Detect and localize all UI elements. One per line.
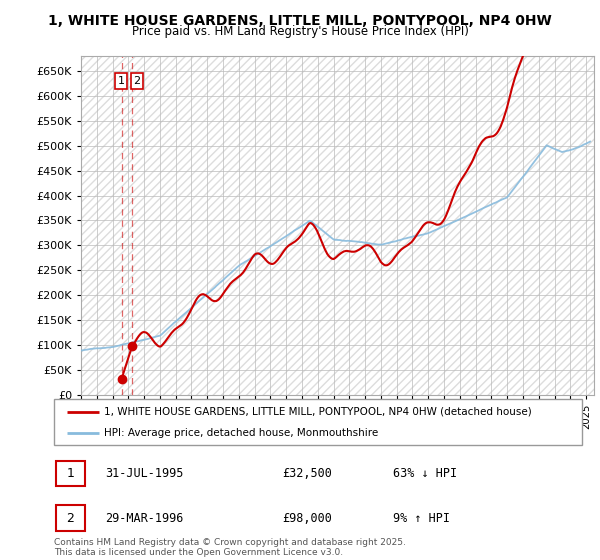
Text: £98,000: £98,000 bbox=[282, 511, 332, 525]
Text: 9% ↑ HPI: 9% ↑ HPI bbox=[393, 511, 450, 525]
Text: £32,500: £32,500 bbox=[282, 466, 332, 480]
Text: 2: 2 bbox=[67, 511, 74, 525]
Text: 1: 1 bbox=[118, 76, 124, 86]
Text: 63% ↓ HPI: 63% ↓ HPI bbox=[393, 466, 457, 480]
FancyBboxPatch shape bbox=[56, 460, 85, 486]
FancyBboxPatch shape bbox=[56, 505, 85, 531]
Text: 1: 1 bbox=[67, 466, 74, 480]
Text: Price paid vs. HM Land Registry's House Price Index (HPI): Price paid vs. HM Land Registry's House … bbox=[131, 25, 469, 38]
FancyBboxPatch shape bbox=[54, 399, 582, 445]
Text: 31-JUL-1995: 31-JUL-1995 bbox=[105, 466, 184, 480]
Text: 2: 2 bbox=[133, 76, 140, 86]
Text: 1, WHITE HOUSE GARDENS, LITTLE MILL, PONTYPOOL, NP4 0HW (detached house): 1, WHITE HOUSE GARDENS, LITTLE MILL, PON… bbox=[104, 407, 532, 417]
Text: 29-MAR-1996: 29-MAR-1996 bbox=[105, 511, 184, 525]
Text: Contains HM Land Registry data © Crown copyright and database right 2025.
This d: Contains HM Land Registry data © Crown c… bbox=[54, 538, 406, 557]
Text: HPI: Average price, detached house, Monmouthshire: HPI: Average price, detached house, Monm… bbox=[104, 428, 379, 438]
Text: 1, WHITE HOUSE GARDENS, LITTLE MILL, PONTYPOOL, NP4 0HW: 1, WHITE HOUSE GARDENS, LITTLE MILL, PON… bbox=[48, 14, 552, 28]
